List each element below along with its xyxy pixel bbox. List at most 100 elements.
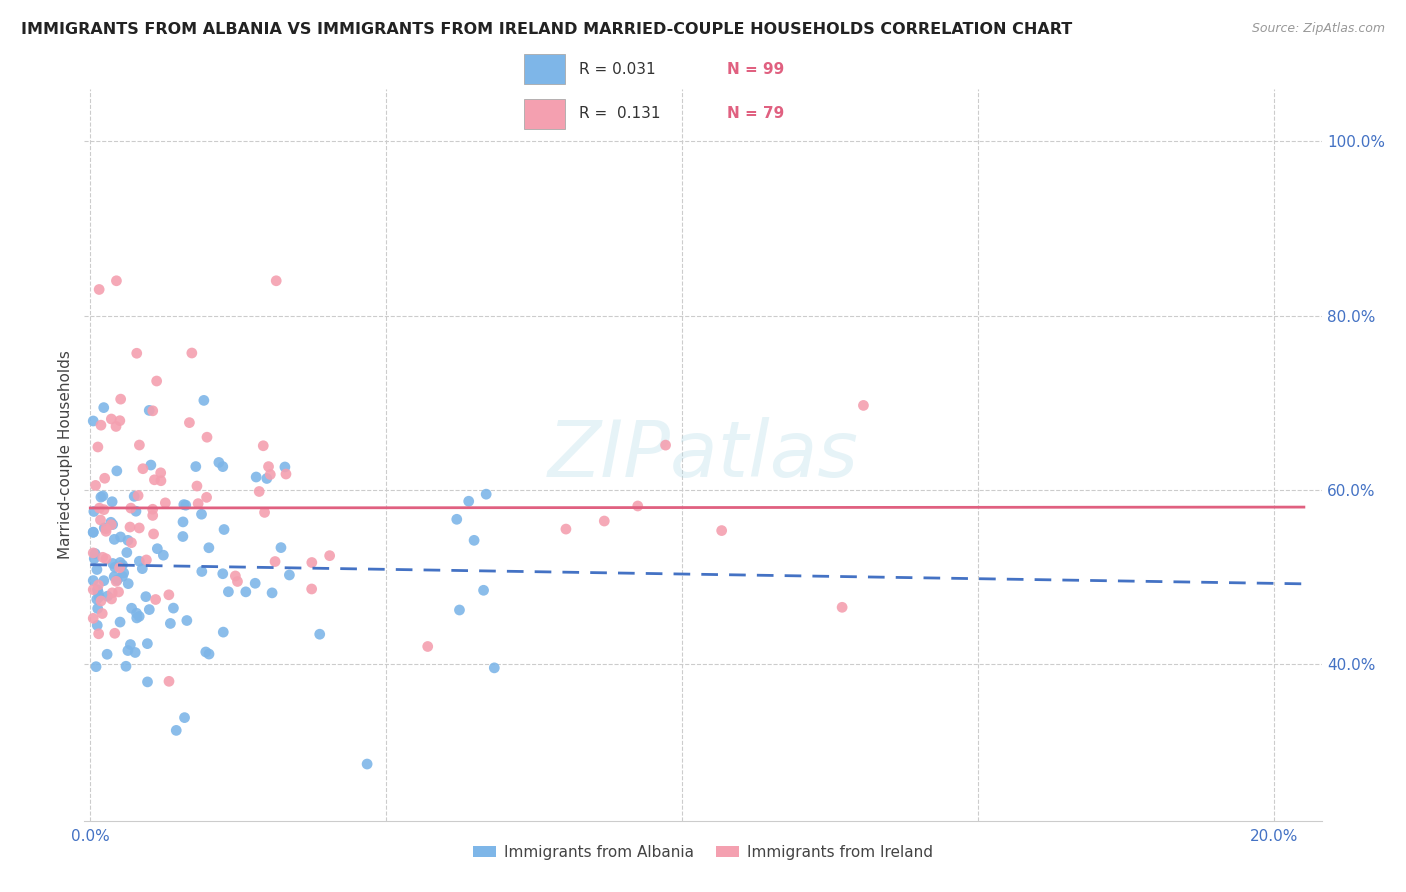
Point bbox=[82, 546, 104, 560]
Point bbox=[318, 549, 340, 563]
Point bbox=[86, 562, 108, 576]
Point bbox=[108, 556, 131, 570]
Point bbox=[96, 648, 118, 662]
Point bbox=[145, 374, 167, 388]
Point bbox=[86, 601, 108, 615]
Point bbox=[308, 627, 330, 641]
Point bbox=[264, 555, 287, 569]
Point bbox=[87, 585, 110, 599]
Point bbox=[115, 659, 138, 673]
Point bbox=[259, 467, 281, 482]
Point bbox=[101, 586, 124, 600]
Point bbox=[120, 638, 142, 652]
Point bbox=[356, 757, 378, 772]
Text: R = 0.031: R = 0.031 bbox=[579, 62, 655, 78]
Point bbox=[152, 548, 174, 562]
Point bbox=[416, 640, 439, 654]
Point bbox=[82, 611, 104, 625]
Point bbox=[87, 627, 110, 641]
Text: ZIPatlas: ZIPatlas bbox=[547, 417, 859, 493]
Point bbox=[256, 471, 278, 485]
Point bbox=[278, 568, 301, 582]
Point bbox=[136, 674, 159, 689]
Point bbox=[211, 459, 233, 474]
Point bbox=[274, 460, 297, 475]
Point bbox=[217, 584, 239, 599]
Point bbox=[142, 508, 165, 523]
Point bbox=[852, 399, 875, 413]
Point bbox=[149, 466, 172, 480]
Point bbox=[87, 590, 110, 604]
Point bbox=[193, 393, 215, 408]
Point bbox=[245, 470, 267, 484]
Point bbox=[103, 533, 125, 547]
Point bbox=[94, 522, 117, 536]
Point bbox=[142, 404, 165, 418]
Point bbox=[212, 625, 235, 640]
Point bbox=[157, 674, 180, 689]
Point bbox=[108, 560, 131, 574]
Point bbox=[138, 403, 160, 417]
Point bbox=[82, 525, 104, 540]
Point bbox=[82, 525, 104, 540]
Point bbox=[146, 541, 169, 556]
Point bbox=[173, 711, 195, 725]
Point bbox=[125, 346, 148, 360]
Point bbox=[111, 569, 134, 583]
Point bbox=[264, 274, 287, 288]
Point bbox=[86, 618, 108, 632]
Point bbox=[145, 592, 167, 607]
Point bbox=[142, 502, 165, 516]
Point bbox=[82, 582, 104, 597]
Point bbox=[208, 455, 231, 469]
Point bbox=[128, 521, 150, 535]
Point bbox=[90, 594, 112, 608]
Point bbox=[136, 637, 159, 651]
Point bbox=[128, 438, 150, 452]
Text: Source: ZipAtlas.com: Source: ZipAtlas.com bbox=[1251, 22, 1385, 36]
Point bbox=[654, 438, 676, 452]
Point bbox=[101, 494, 124, 508]
Point bbox=[138, 602, 160, 616]
Point bbox=[91, 607, 114, 621]
Point bbox=[110, 392, 132, 406]
Point bbox=[96, 589, 118, 603]
Point bbox=[475, 487, 498, 501]
Point bbox=[110, 530, 132, 544]
Point bbox=[100, 412, 122, 426]
Point bbox=[180, 346, 202, 360]
Point bbox=[103, 570, 125, 584]
Point bbox=[121, 601, 143, 615]
Point bbox=[446, 512, 468, 526]
Point bbox=[186, 479, 208, 493]
Point bbox=[187, 497, 209, 511]
Point bbox=[243, 576, 266, 591]
Point bbox=[257, 459, 280, 474]
Point bbox=[191, 565, 214, 579]
Point bbox=[124, 645, 146, 659]
Point bbox=[176, 614, 198, 628]
Point bbox=[87, 440, 110, 454]
Bar bbox=[523, 99, 565, 129]
Point bbox=[100, 517, 122, 532]
Point bbox=[135, 553, 157, 567]
Point bbox=[127, 489, 149, 503]
Point bbox=[89, 513, 111, 527]
Point bbox=[274, 467, 297, 481]
Point bbox=[463, 533, 485, 548]
Point bbox=[117, 533, 139, 548]
Point bbox=[93, 471, 115, 485]
Point bbox=[143, 473, 166, 487]
Point bbox=[174, 498, 197, 512]
Point bbox=[100, 591, 122, 606]
Point bbox=[253, 505, 276, 519]
Point bbox=[211, 566, 233, 581]
Point bbox=[125, 607, 148, 621]
Point bbox=[555, 522, 578, 536]
Point bbox=[108, 615, 131, 629]
Point bbox=[91, 550, 114, 565]
Point bbox=[139, 458, 162, 472]
Bar bbox=[523, 54, 565, 84]
Point bbox=[104, 560, 127, 574]
Point bbox=[132, 461, 155, 475]
